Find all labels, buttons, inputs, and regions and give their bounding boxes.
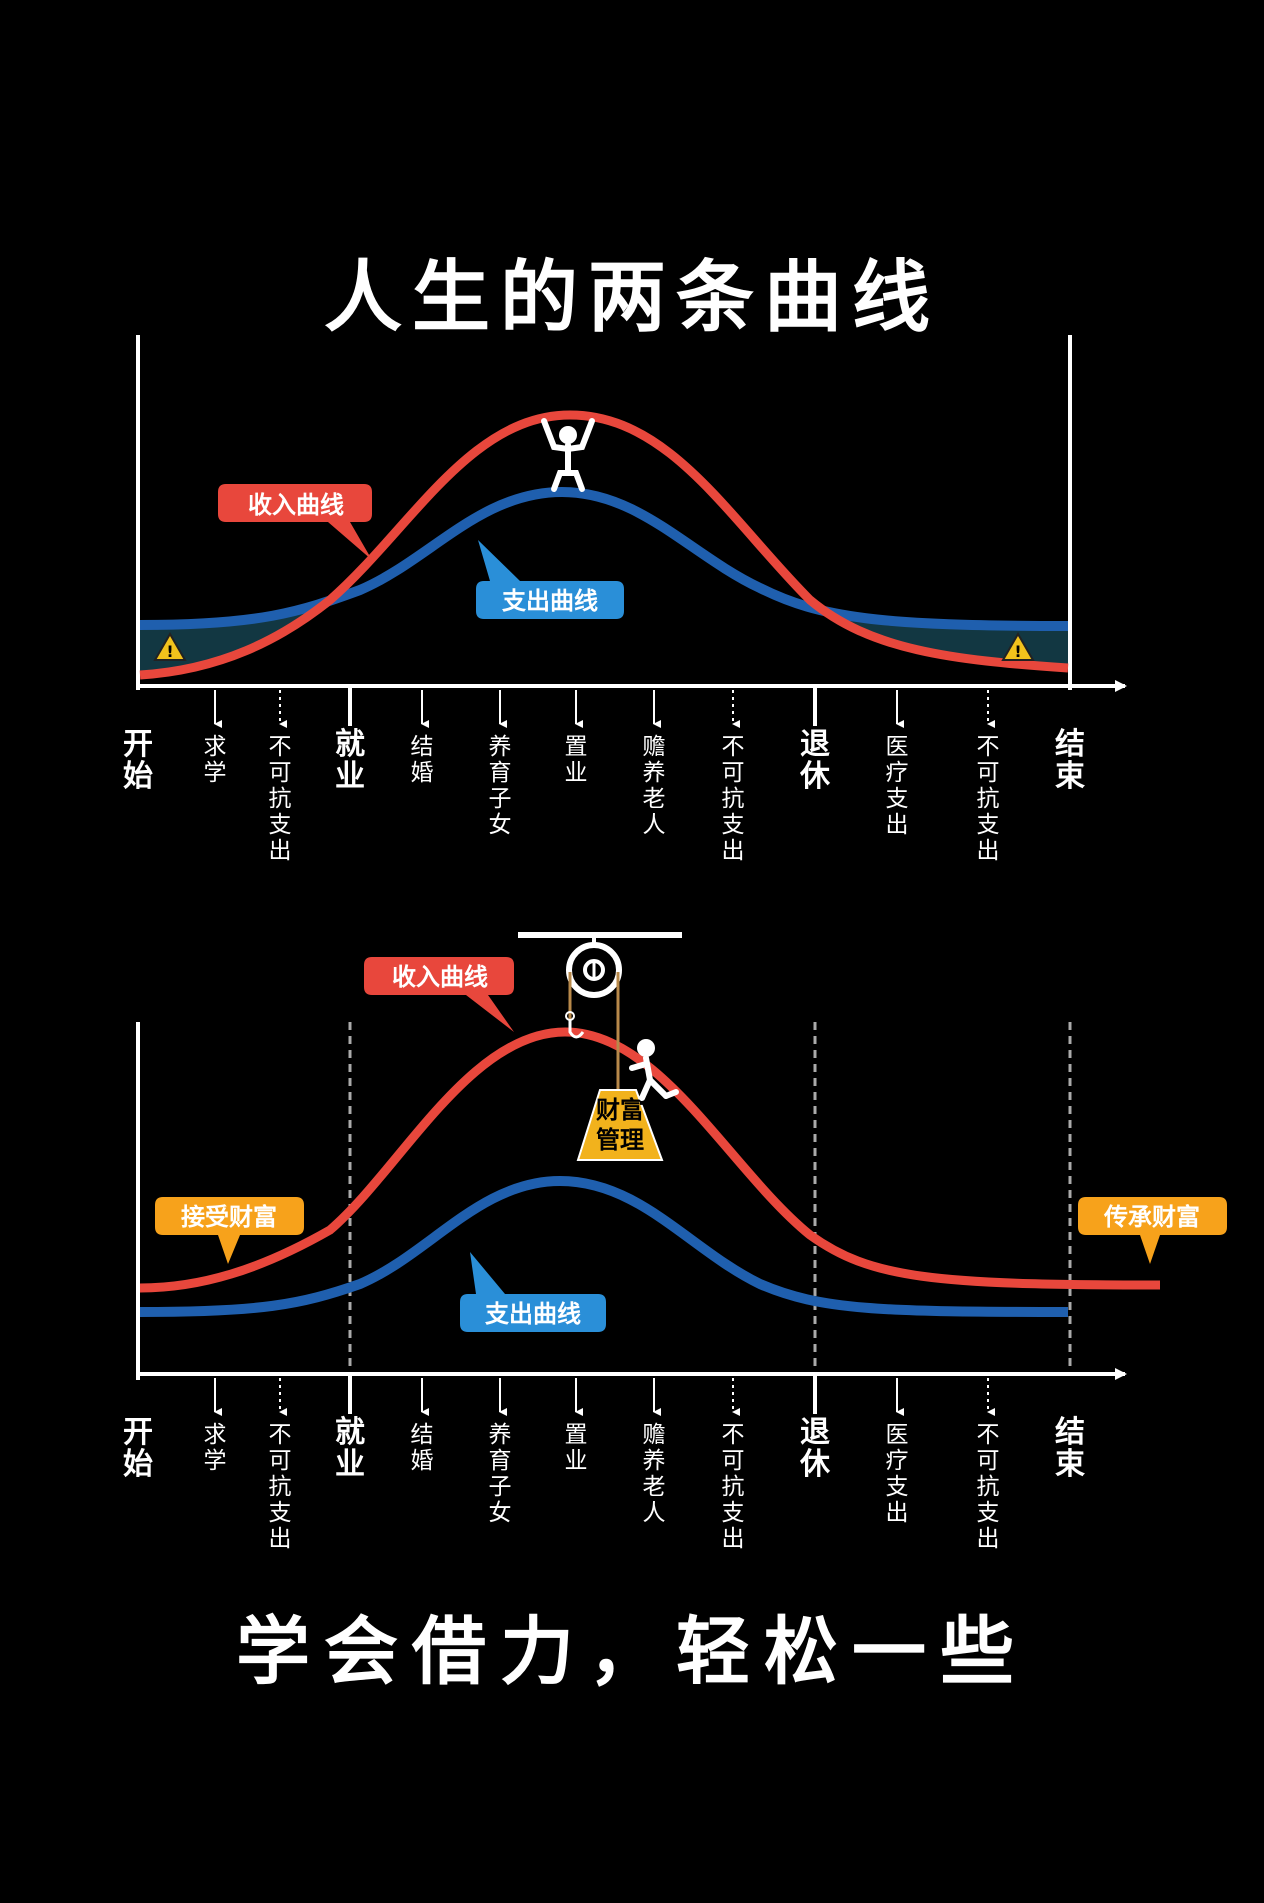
timeline-label: 赡养老人 (643, 1422, 666, 1526)
inherit-wealth-text: 传承财富 (1103, 1203, 1200, 1231)
income-label-text: 收入曲线 (392, 963, 488, 991)
income-curve (139, 1027, 1161, 1293)
wealth-management-weight: 财富 管理 (576, 1089, 664, 1161)
receive-wealth-label: 接受财富 (155, 1197, 304, 1264)
timeline-label: 不可抗支出 (269, 1422, 292, 1552)
timeline-label: 养育子女 (489, 1422, 512, 1526)
timeline-label: 养育子女 (489, 734, 512, 838)
timeline-label: 结婚 (411, 1422, 434, 1474)
expense-curve-label: 支出曲线 (476, 540, 624, 619)
timeline-label: 求学 (204, 734, 227, 786)
timeline-label: 开始 (123, 1415, 153, 1482)
income-label-text: 收入曲线 (248, 491, 344, 519)
timeline-label: 开始 (123, 727, 153, 794)
timeline-label: 就业 (335, 1415, 365, 1482)
timeline-label: 医疗支出 (886, 734, 909, 838)
timeline-label: 就业 (335, 727, 365, 794)
timeline-label: 不可抗支出 (269, 734, 292, 864)
timeline-label: 医疗支出 (886, 1422, 909, 1526)
timeline-label: 求学 (204, 1422, 227, 1474)
timeline-label: 结婚 (411, 734, 434, 786)
income-curve-label: 收入曲线 (364, 957, 514, 1032)
expense-label-text: 支出曲线 (485, 1300, 581, 1328)
timeline-label: 不可抗支出 (722, 1422, 745, 1552)
expense-curve-label: 支出曲线 (460, 1252, 606, 1332)
timeline-label: 退休 (799, 727, 831, 794)
panel-with-wealth-management: 财富 管理 收入曲线 支出曲线 接受财富 传承财富 (123, 932, 1227, 1552)
weight-label-line1: 财富 (596, 1096, 644, 1124)
income-curve (139, 410, 1069, 680)
timeline-label: 不可抗支出 (977, 1422, 1000, 1552)
timeline-label: 结束 (1055, 727, 1085, 794)
svg-text:!: ! (1014, 642, 1021, 661)
timeline-label: 置业 (565, 1422, 588, 1474)
svg-text:!: ! (166, 642, 173, 661)
timeline-label: 不可抗支出 (977, 734, 1000, 864)
timeline-label: 置业 (565, 734, 588, 786)
timeline-label: 退休 (799, 1415, 831, 1482)
warning-triangle-icon: ! (153, 631, 187, 661)
timeline-label: 不可抗支出 (722, 734, 745, 864)
expense-curve (139, 1175, 1069, 1317)
pulley-icon (518, 932, 682, 1090)
expense-label-text: 支出曲线 (502, 587, 598, 615)
inherit-wealth-label: 传承财富 (1078, 1197, 1227, 1264)
slogan: 学会借力，轻松一些 (236, 1609, 1028, 1695)
timeline-label: 赡养老人 (643, 734, 666, 838)
warning-triangle-icon: ! (1001, 631, 1035, 661)
weight-label-line2: 管理 (596, 1126, 644, 1154)
receive-wealth-text: 接受财富 (181, 1203, 277, 1231)
deficit-area-left (140, 606, 330, 675)
income-curve-label: 收入曲线 (218, 484, 372, 560)
page-title: 人生的两条曲线 (323, 253, 940, 343)
timeline-label: 结束 (1055, 1415, 1085, 1482)
stick-figure-climbing-icon (629, 1039, 679, 1101)
stick-figure-lifting-icon (541, 418, 595, 492)
